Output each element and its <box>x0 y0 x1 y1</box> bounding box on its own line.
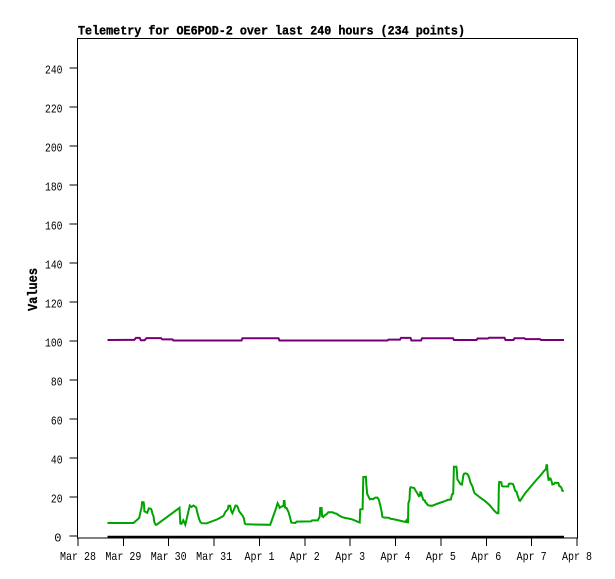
svg-text:240: 240 <box>45 64 63 78</box>
svg-text:Apr 7: Apr 7 <box>517 550 547 564</box>
svg-text:20: 20 <box>51 493 63 507</box>
svg-text:Telemetry for OE6POD-2 over la: Telemetry for OE6POD-2 over last 240 hou… <box>78 24 465 39</box>
svg-text:Mar 30: Mar 30 <box>151 550 187 564</box>
svg-text:80: 80 <box>51 376 63 390</box>
svg-text:180: 180 <box>45 181 63 195</box>
svg-text:Apr 3: Apr 3 <box>335 550 365 564</box>
svg-text:160: 160 <box>45 220 63 234</box>
svg-text:60: 60 <box>51 415 63 429</box>
svg-text:100: 100 <box>45 337 63 351</box>
svg-text:120: 120 <box>45 298 63 312</box>
svg-text:Mar 31: Mar 31 <box>196 550 232 564</box>
svg-text:Values: Values <box>26 268 42 311</box>
svg-text:0: 0 <box>54 532 61 546</box>
svg-text:140: 140 <box>45 259 63 273</box>
svg-text:Apr 2: Apr 2 <box>290 550 320 564</box>
svg-text:Mar 28: Mar 28 <box>60 550 96 564</box>
svg-text:Apr 4: Apr 4 <box>381 550 411 564</box>
svg-text:Apr 1: Apr 1 <box>245 550 275 564</box>
svg-text:220: 220 <box>45 103 63 117</box>
svg-text:Apr 8: Apr 8 <box>562 550 592 564</box>
svg-text:Apr 6: Apr 6 <box>471 550 501 564</box>
svg-text:200: 200 <box>45 142 63 156</box>
svg-text:40: 40 <box>51 454 63 468</box>
svg-text:Apr 5: Apr 5 <box>426 550 456 564</box>
svg-text:Mar 29: Mar 29 <box>105 550 141 564</box>
